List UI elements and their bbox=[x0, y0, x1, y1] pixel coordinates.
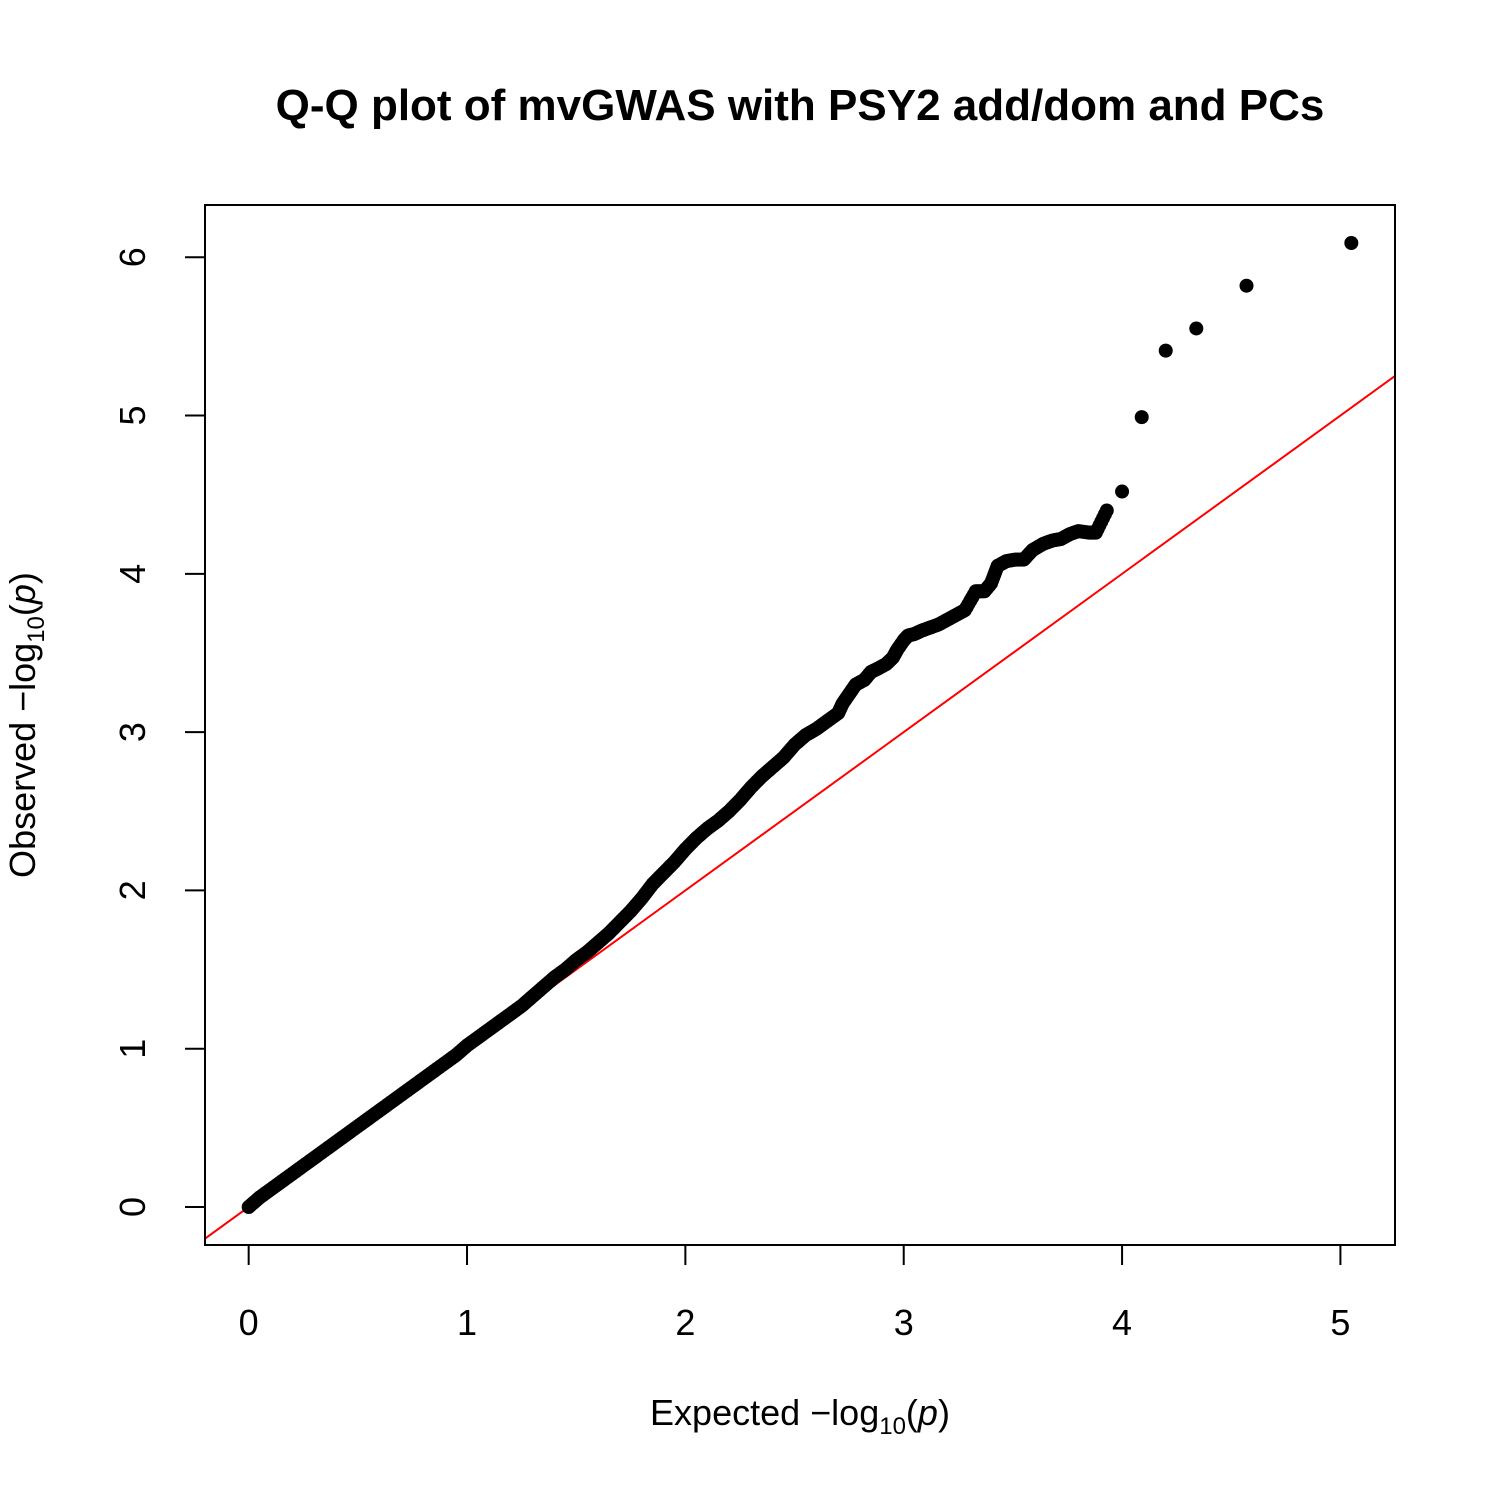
y-tick-label: 1 bbox=[112, 1039, 153, 1059]
y-tick-label: 4 bbox=[112, 564, 153, 584]
x-tick-label: 3 bbox=[894, 1302, 914, 1343]
x-axis: 0 1 2 3 4 5 bbox=[239, 1244, 1350, 1343]
data-point bbox=[1134, 410, 1149, 425]
data-point bbox=[1189, 321, 1204, 336]
x-tick-label: 2 bbox=[675, 1302, 695, 1343]
y-axis-label: Observed −log10(p) bbox=[2, 572, 50, 878]
y-tick-label: 6 bbox=[112, 247, 153, 267]
y-tick-label: 5 bbox=[112, 406, 153, 426]
x-tick-label: 4 bbox=[1112, 1302, 1132, 1343]
plot-frame bbox=[204, 204, 1396, 1246]
data-point bbox=[1115, 484, 1130, 499]
data-point bbox=[1239, 278, 1254, 293]
x-tick-label: 1 bbox=[457, 1302, 477, 1343]
data-points bbox=[241, 235, 1359, 1215]
data-point bbox=[1099, 503, 1114, 518]
x-tick-label: 0 bbox=[239, 1302, 259, 1343]
x-axis-label: Expected −log10(p) bbox=[650, 1392, 950, 1440]
x-tick-label: 5 bbox=[1330, 1302, 1350, 1343]
data-point bbox=[1158, 343, 1173, 358]
y-axis: 0 1 2 3 4 5 6 bbox=[112, 247, 205, 1217]
chart-title: Q-Q plot of mvGWAS with PSY2 add/dom and… bbox=[276, 81, 1325, 130]
y-tick-label: 0 bbox=[112, 1197, 153, 1217]
y-tick-label: 2 bbox=[112, 880, 153, 900]
data-point bbox=[1344, 235, 1359, 250]
y-tick-label: 3 bbox=[112, 722, 153, 742]
